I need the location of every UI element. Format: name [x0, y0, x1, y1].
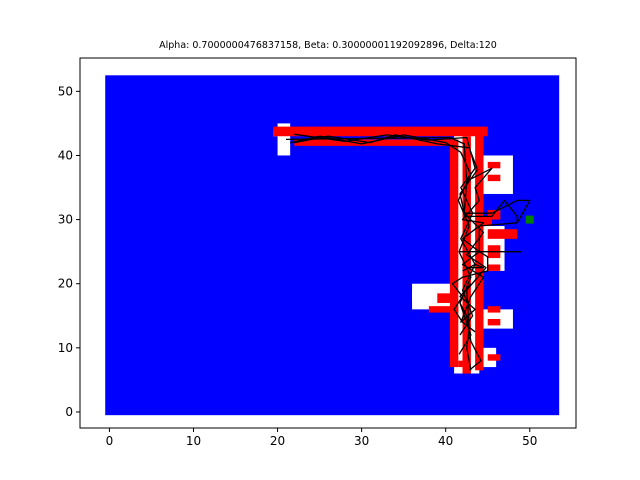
wall-cell [449, 139, 459, 368]
y-tick-label: 10 [58, 341, 73, 355]
plot-area [105, 75, 560, 416]
wall-cell [487, 306, 501, 313]
wall-cell [487, 318, 501, 326]
path-line [462, 263, 485, 272]
wall-cell [428, 306, 459, 313]
x-tick-label: 50 [522, 434, 537, 448]
wall-cell [437, 293, 455, 303]
wall-cell [273, 126, 488, 137]
x-tick-label: 10 [186, 434, 201, 448]
x-tick-label: 0 [106, 434, 114, 448]
wall-cell [479, 216, 492, 227]
y-tick-label: 20 [58, 277, 73, 291]
free-cell [479, 155, 513, 194]
wall-cell [487, 354, 501, 361]
wall-cell [458, 360, 467, 368]
free-cell [412, 290, 421, 303]
wall-cell [487, 229, 518, 239]
wall-cell [294, 139, 459, 146]
y-tick-label: 40 [58, 148, 73, 162]
x-tick-label: 40 [438, 434, 453, 448]
x-tick-label: 20 [270, 434, 285, 448]
y-tick-label: 50 [58, 84, 73, 98]
chart-title: Alpha: 0.7000000476837158, Beta: 0.30000… [159, 40, 497, 51]
axes: 0 10 20 30 40 50 0 10 20 30 40 50 [58, 84, 538, 448]
y-tick-label: 30 [58, 213, 73, 227]
wall-cell [487, 174, 501, 182]
y-tick-label: 0 [65, 405, 73, 419]
wall-cell [487, 161, 501, 169]
x-tick-label: 30 [354, 434, 369, 448]
goal-marker [525, 215, 534, 224]
path-line [459, 302, 482, 371]
path-line [464, 199, 531, 224]
axes-frame [79, 57, 577, 429]
path-line [451, 251, 489, 333]
wall-cell [487, 209, 501, 220]
wall-cell [487, 264, 501, 271]
path-line [294, 134, 522, 253]
path-line [294, 133, 476, 336]
